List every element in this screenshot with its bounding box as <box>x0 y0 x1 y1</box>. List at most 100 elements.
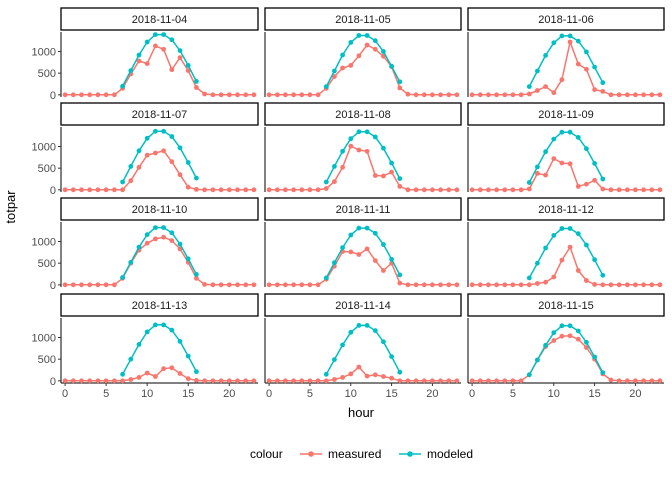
data-point-modeled <box>397 272 403 278</box>
data-point-measured <box>454 378 460 384</box>
data-point-modeled <box>169 37 175 43</box>
data-point-modeled <box>128 68 134 73</box>
data-point-measured <box>218 282 224 288</box>
data-point-measured <box>584 181 589 187</box>
data-point-measured <box>169 67 175 73</box>
data-point-measured <box>559 333 565 339</box>
data-point-measured <box>62 187 68 193</box>
data-point-measured <box>446 187 452 193</box>
x-tick-label: 10 <box>345 388 357 400</box>
data-point-modeled <box>332 164 337 169</box>
data-point-measured <box>194 378 199 383</box>
data-point-measured <box>421 92 427 98</box>
data-point-measured <box>291 92 296 98</box>
data-point-modeled <box>575 328 581 334</box>
data-point-measured <box>274 187 280 193</box>
data-point-measured <box>144 61 150 66</box>
data-point-measured <box>356 147 362 153</box>
data-point-modeled <box>389 160 394 166</box>
data-point-measured <box>575 336 581 342</box>
data-point-measured <box>494 92 499 98</box>
data-point-measured <box>185 376 191 382</box>
data-point-measured <box>79 282 84 288</box>
data-point-measured <box>307 378 313 384</box>
data-point-modeled <box>356 225 362 231</box>
data-point-measured <box>657 92 663 98</box>
data-point-measured <box>559 160 565 166</box>
data-point-measured <box>274 378 280 384</box>
data-point-measured <box>477 378 483 384</box>
data-point-measured <box>356 53 362 59</box>
x-tick-label: 10 <box>548 388 560 400</box>
data-point-modeled <box>600 176 606 182</box>
data-point-measured <box>299 378 305 384</box>
data-point-measured <box>413 282 419 288</box>
data-point-modeled <box>332 68 337 74</box>
data-point-measured <box>299 282 305 288</box>
data-point-measured <box>608 92 614 98</box>
data-point-measured <box>592 177 597 183</box>
data-point-modeled <box>567 323 573 329</box>
data-point-measured <box>70 378 76 384</box>
data-point-modeled <box>535 68 540 74</box>
facet-panel-2018-11-12: 2018-11-12 <box>467 197 665 288</box>
data-point-modeled <box>340 342 345 348</box>
facet-strip <box>467 102 665 126</box>
facet-strip <box>264 197 462 221</box>
data-point-measured <box>194 85 199 90</box>
data-point-modeled <box>567 226 573 231</box>
data-point-measured <box>144 370 150 376</box>
data-point-modeled <box>136 244 142 250</box>
data-point-measured <box>161 148 167 154</box>
series-line-measured <box>65 150 254 191</box>
data-point-modeled <box>551 40 557 46</box>
data-point-modeled <box>526 275 532 281</box>
data-point-measured <box>332 179 337 185</box>
data-point-modeled <box>356 33 362 38</box>
data-point-modeled <box>161 32 167 37</box>
data-point-modeled <box>136 148 142 154</box>
data-point-modeled <box>575 38 581 44</box>
data-point-measured <box>251 282 257 288</box>
data-point-modeled <box>144 329 150 335</box>
data-point-modeled <box>194 175 199 181</box>
data-point-measured <box>169 159 175 165</box>
data-point-measured <box>251 187 257 193</box>
data-point-modeled <box>169 134 175 139</box>
facet-strip-label: 2018-11-06 <box>538 14 593 26</box>
data-point-modeled <box>364 129 370 135</box>
data-point-measured <box>364 148 370 154</box>
data-point-measured <box>210 187 216 193</box>
data-point-modeled <box>340 245 345 251</box>
data-point-measured <box>633 187 638 193</box>
data-point-measured <box>177 172 183 178</box>
data-point-measured <box>454 282 460 288</box>
data-point-measured <box>95 282 101 288</box>
x-axis-title: hour <box>348 405 375 420</box>
facet-strip-label: 2018-11-12 <box>538 204 593 216</box>
data-point-measured <box>79 92 84 98</box>
data-point-measured <box>161 46 167 52</box>
x-tick-label: 15 <box>385 388 397 400</box>
data-point-modeled <box>340 148 345 154</box>
data-point-measured <box>177 55 183 60</box>
data-point-measured <box>413 187 419 193</box>
facet-panel-2018-11-13: 2018-11-13 0 500 1000 0 5 10 15 20 <box>32 293 259 400</box>
data-point-measured <box>592 282 597 287</box>
y-tick-label: 500 <box>38 258 56 270</box>
data-point-measured <box>616 378 622 384</box>
facet-strip <box>264 102 462 126</box>
data-point-measured <box>446 378 452 384</box>
data-point-measured <box>144 152 150 158</box>
data-point-measured <box>202 282 208 287</box>
data-point-measured <box>87 378 93 384</box>
data-point-measured <box>112 187 117 193</box>
data-point-measured <box>600 89 606 94</box>
data-point-measured <box>624 282 630 288</box>
data-point-modeled <box>120 275 125 280</box>
series-line-measured <box>269 145 457 191</box>
facet-strip-label: 2018-11-13 <box>132 300 187 312</box>
data-point-measured <box>348 371 354 377</box>
data-point-modeled <box>389 256 394 262</box>
data-point-measured <box>79 378 84 384</box>
